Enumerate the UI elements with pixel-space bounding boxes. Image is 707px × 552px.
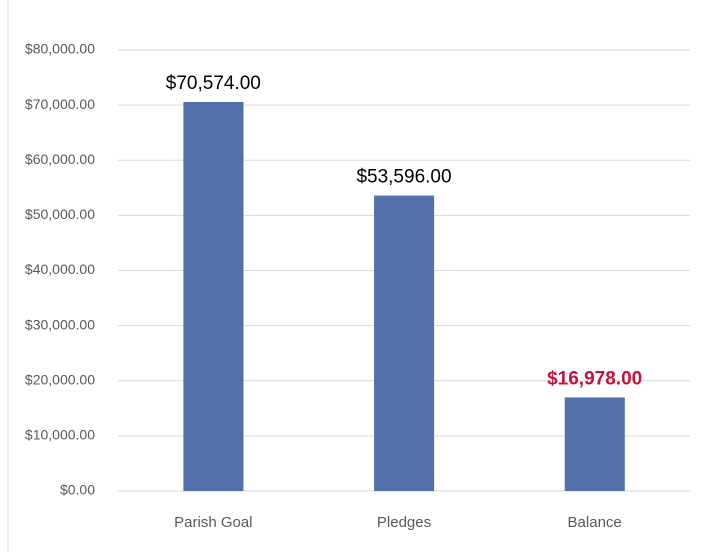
y-tick-label: $20,000.00 [25,371,95,387]
bar [183,101,244,492]
x-tick-label: Balance [568,514,622,531]
y-tick-label: $50,000.00 [25,206,95,222]
y-tick-label: $40,000.00 [25,261,95,277]
y-tick-label: $30,000.00 [25,316,95,332]
y-tick-label: $0.00 [60,482,95,498]
bar [564,397,625,491]
data-label: $70,574.00 [166,73,261,94]
data-label: $16,978.00 [547,368,642,389]
y-tick-label: $80,000.00 [25,41,95,57]
y-tick-label: $70,000.00 [25,96,95,112]
x-tick-label: Pledges [377,514,431,531]
bar [374,195,435,491]
x-tick-label: Parish Goal [174,514,252,531]
data-label: $53,596.00 [356,167,451,188]
y-tick-label: $10,000.00 [25,427,95,443]
y-tick-label: $60,000.00 [25,151,95,167]
